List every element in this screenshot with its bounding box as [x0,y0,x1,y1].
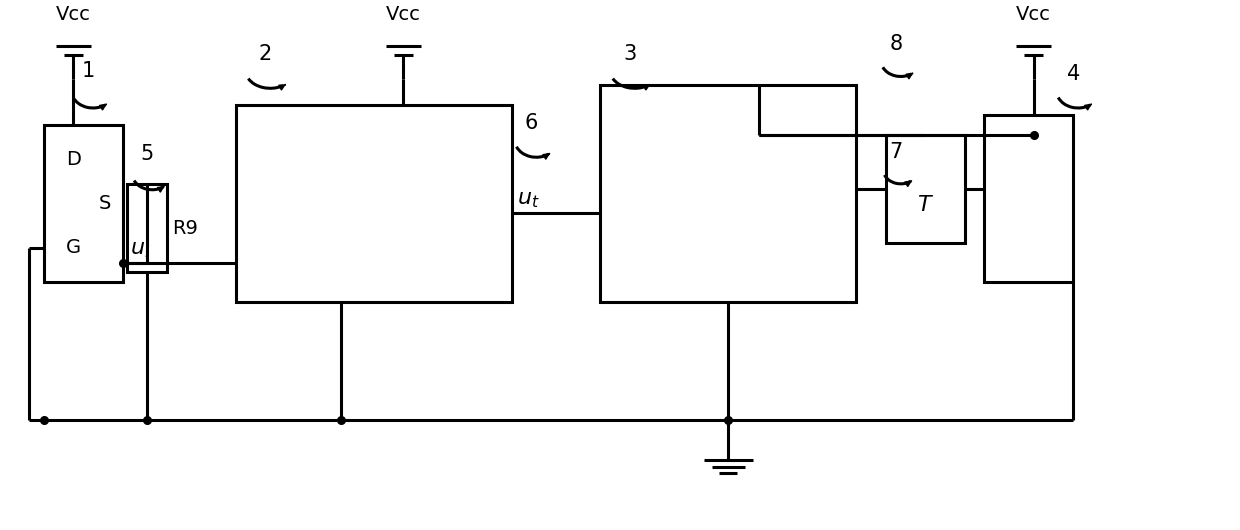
Text: 4: 4 [1066,64,1080,84]
Bar [43,125,123,282]
Bar [600,85,857,302]
Text: $u_i$: $u_i$ [130,240,151,260]
Text: 5: 5 [140,144,154,164]
Text: 7: 7 [889,143,903,162]
Text: $T$: $T$ [916,195,934,215]
Text: Vcc: Vcc [386,5,420,24]
Text: 6: 6 [525,113,538,133]
Text: R9: R9 [172,219,197,237]
Text: $u_t$: $u_t$ [517,190,539,210]
Text: 8: 8 [889,34,903,54]
Text: D: D [66,150,81,169]
Text: G: G [66,238,82,257]
Text: Vcc: Vcc [1017,5,1052,24]
Bar [985,115,1073,282]
Text: S: S [99,194,112,213]
Text: 2: 2 [259,44,272,64]
Bar [236,105,512,302]
Text: 1: 1 [82,60,94,81]
Bar [885,135,965,243]
Bar [128,184,167,272]
Text: Vcc: Vcc [56,5,91,24]
Text: 3: 3 [624,44,636,64]
